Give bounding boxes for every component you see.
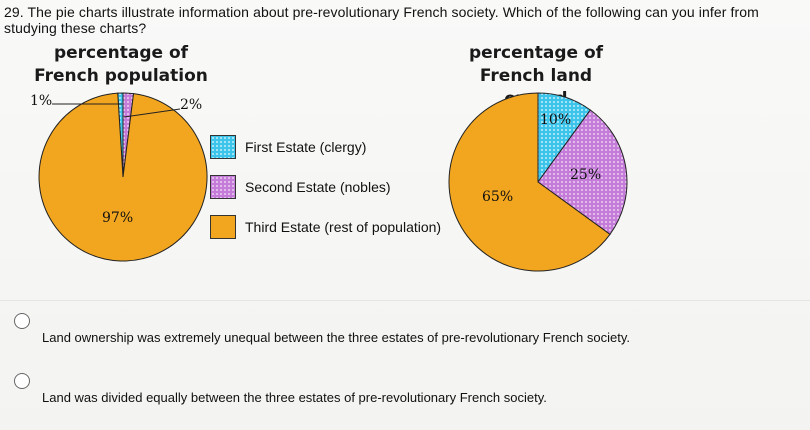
land-label-first-estate: 10% bbox=[540, 112, 572, 128]
population-label-third-estate: 97% bbox=[102, 210, 134, 226]
population-leader-line-second bbox=[123, 108, 181, 118]
answer-choice-b[interactable]: Land was divided equally between the thr… bbox=[14, 373, 794, 413]
population-label-first-estate: 1% bbox=[30, 93, 53, 109]
question-text: 29. The pie charts illustrate informatio… bbox=[4, 4, 759, 36]
radio-button-a[interactable] bbox=[14, 313, 30, 329]
legend-item-second-estate: Second Estate (nobles) bbox=[210, 175, 450, 201]
land-pie-chart bbox=[448, 92, 628, 272]
population-pie-chart bbox=[38, 92, 208, 262]
choices-divider bbox=[0, 300, 810, 301]
population-slice-third-estate bbox=[38, 92, 208, 262]
legend-label-second-estate: Second Estate (nobles) bbox=[245, 179, 391, 195]
legend-item-third-estate: Third Estate (rest of population) bbox=[210, 215, 450, 241]
population-chart-title-line1: percentage of bbox=[53, 43, 189, 63]
land-chart-title-line1: percentage of bbox=[468, 43, 604, 63]
answer-choice-a-text[interactable]: Land ownership was extremely unequal bet… bbox=[42, 330, 630, 345]
population-chart-title: percentage of French population bbox=[26, 42, 216, 88]
population-chart-title-line2: French population bbox=[34, 66, 208, 86]
land-slice-second-estate bbox=[537, 109, 628, 236]
legend-swatch-second-estate bbox=[210, 175, 236, 199]
land-label-third-estate: 65% bbox=[482, 189, 514, 205]
legend-label-third-estate: Third Estate (rest of population) bbox=[245, 219, 442, 235]
land-slice-third-estate bbox=[448, 92, 611, 272]
radio-button-b[interactable] bbox=[14, 373, 30, 389]
answer-choice-b-text[interactable]: Land was divided equally between the thr… bbox=[42, 390, 547, 405]
land-label-second-estate: 25% bbox=[570, 167, 602, 183]
legend-swatch-third-estate bbox=[210, 215, 236, 239]
population-leader-line-first bbox=[52, 103, 122, 105]
legend-swatch-first-estate bbox=[210, 135, 236, 159]
answer-choice-a[interactable]: Land ownership was extremely unequal bet… bbox=[14, 313, 794, 353]
population-label-second-estate: 2% bbox=[180, 97, 203, 113]
legend-item-first-estate: First Estate (clergy) bbox=[210, 135, 450, 161]
legend-label-first-estate: First Estate (clergy) bbox=[245, 139, 367, 155]
